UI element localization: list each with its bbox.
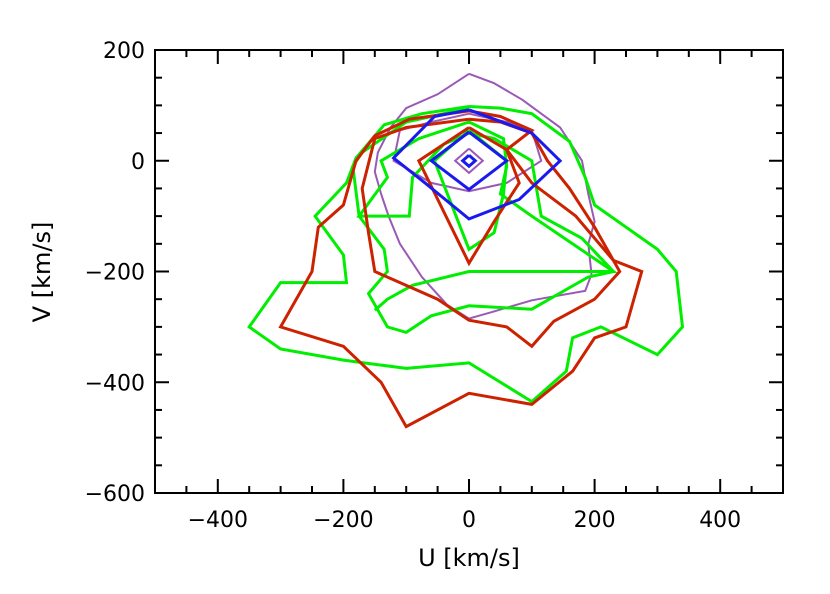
y-tick-label: −200: [85, 261, 145, 286]
contour-line-s2-c1: [360, 117, 622, 349]
contour-layer: [247, 72, 685, 429]
y-axis-label: V [km/s]: [28, 222, 56, 323]
x-tick-label: −200: [313, 508, 373, 533]
contour-line-s3-c1: [428, 130, 510, 192]
contour-line-s0-c0: [373, 72, 596, 320]
y-tick-label: −600: [85, 482, 145, 507]
contour-line-s2-c2: [416, 126, 521, 267]
contour-line-s1-c0: [247, 105, 685, 404]
x-tick-label: 0: [462, 508, 476, 533]
x-tick-label: 200: [574, 508, 616, 533]
x-axis-label: U [km/s]: [418, 544, 520, 572]
contour-line-s3-c2: [460, 154, 478, 169]
contour-line-s1-c1: [351, 106, 618, 335]
y-tick-label: 200: [103, 39, 145, 64]
x-tick-label: 400: [699, 508, 741, 533]
tick-layer: −400 −200 0 200 400 −600 −400 −200 0 200: [85, 39, 784, 533]
contour-line-s3-c0: [391, 108, 563, 221]
x-tick-label: −400: [188, 508, 248, 533]
y-tick-label: 0: [131, 150, 145, 175]
contour-line-s0-c2: [453, 147, 485, 175]
contour-line-s2-c0: [278, 109, 644, 429]
y-tick-label: −400: [85, 371, 145, 396]
